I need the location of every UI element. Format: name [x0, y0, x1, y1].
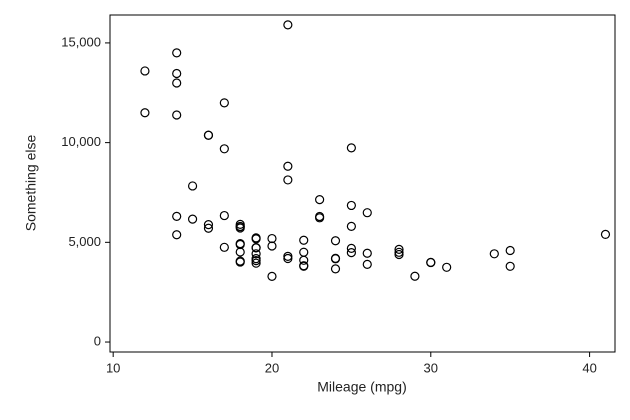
point — [172, 68, 182, 79]
point — [330, 236, 341, 246]
point — [235, 223, 245, 233]
point — [140, 66, 150, 76]
point — [299, 235, 309, 245]
point — [362, 259, 372, 269]
x-tick-label: 30 — [424, 360, 438, 375]
y-tick-label: 15,000 — [61, 34, 101, 49]
point — [219, 144, 229, 154]
point — [394, 247, 404, 257]
point — [219, 210, 229, 221]
point — [187, 214, 198, 224]
point — [600, 229, 611, 240]
point — [203, 220, 214, 230]
point — [251, 243, 261, 253]
point — [235, 239, 245, 249]
point — [267, 271, 277, 282]
plot-frame — [109, 14, 616, 353]
point — [187, 181, 198, 191]
x-tick-label: 40 — [582, 360, 596, 375]
point — [346, 221, 356, 231]
point — [442, 262, 452, 272]
point — [203, 130, 214, 140]
point — [394, 244, 404, 254]
point — [410, 271, 420, 281]
point — [426, 257, 436, 267]
y-axis-title: Something else — [23, 135, 39, 232]
point — [283, 251, 293, 261]
point — [172, 48, 182, 58]
point — [489, 249, 499, 259]
point — [346, 143, 356, 153]
y-tick-label: 0 — [94, 333, 101, 348]
y-tick-label: 10,000 — [61, 134, 101, 149]
x-tick-label: 10 — [106, 360, 120, 375]
point — [172, 78, 182, 88]
point — [362, 248, 372, 258]
point — [140, 108, 150, 118]
point — [219, 242, 229, 252]
point — [267, 233, 277, 244]
x-axis-title: Mileage (mpg) — [317, 379, 406, 395]
point — [299, 247, 309, 257]
point — [283, 175, 293, 185]
point — [283, 161, 293, 171]
y-tick-label: 5,000 — [68, 234, 101, 249]
point — [172, 110, 182, 120]
point — [346, 248, 356, 258]
point — [251, 249, 261, 259]
point — [172, 230, 182, 240]
point — [235, 219, 245, 229]
point — [251, 233, 261, 243]
point — [362, 208, 372, 218]
point — [346, 200, 356, 211]
point — [346, 243, 356, 253]
point — [315, 213, 325, 223]
point — [505, 261, 515, 271]
point — [299, 261, 309, 271]
point — [330, 254, 341, 264]
point — [505, 245, 515, 256]
point — [235, 256, 245, 266]
point — [203, 223, 214, 233]
point — [251, 254, 261, 264]
point — [330, 264, 341, 274]
point — [219, 98, 229, 108]
point — [315, 195, 325, 205]
point — [251, 258, 261, 268]
x-tick-label: 20 — [265, 360, 279, 375]
point — [172, 211, 182, 221]
point — [283, 20, 293, 30]
